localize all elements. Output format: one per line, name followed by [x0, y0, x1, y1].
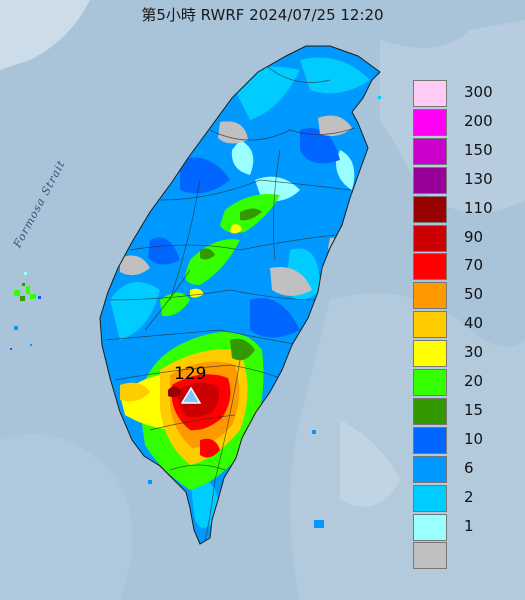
- legend-swatch: [413, 80, 447, 107]
- legend-label: 50: [464, 285, 484, 304]
- legend-swatch: [413, 397, 447, 425]
- legend-label: 10: [464, 429, 484, 448]
- legend-row: 50: [413, 282, 523, 310]
- legend-swatch: [413, 484, 447, 512]
- legend-swatch: [413, 224, 447, 252]
- legend-swatch: [413, 282, 447, 310]
- legend-row: [413, 542, 523, 570]
- legend-row: 40: [413, 311, 523, 339]
- legend-swatch: [413, 542, 447, 570]
- legend-label: 2: [464, 487, 474, 506]
- legend-row: 300: [413, 80, 523, 107]
- legend-label: 15: [464, 400, 484, 419]
- legend-label: 20: [464, 372, 484, 390]
- legend-label: 300: [464, 83, 493, 101]
- legend-swatch: [413, 455, 447, 483]
- legend-label: 1: [464, 516, 474, 535]
- legend-swatch: [413, 195, 447, 223]
- legend-swatch: [413, 369, 447, 396]
- legend-swatch: [413, 253, 447, 281]
- legend-swatch: [413, 513, 447, 541]
- legend-label: 40: [464, 314, 484, 333]
- legend-row: 20: [413, 369, 523, 396]
- legend-swatch: [413, 340, 447, 368]
- legend-label: 150: [464, 140, 493, 159]
- peak-rainfall-value: 129: [174, 364, 207, 384]
- legend-row: 150: [413, 137, 523, 165]
- map-title: 第5小時 RWRF 2024/07/25 12:20: [141, 6, 384, 24]
- legend-row: 130: [413, 166, 523, 194]
- legend-row: 6: [413, 455, 523, 483]
- legend-swatch: [413, 426, 447, 454]
- legend-row: 15: [413, 397, 523, 425]
- peak-triangle-icon: [181, 387, 201, 404]
- legend-label: 70: [464, 256, 484, 275]
- legend-swatch: [413, 166, 447, 194]
- legend-label: 130: [464, 169, 493, 188]
- legend-swatch: [413, 311, 447, 339]
- legend-label: 200: [464, 111, 493, 130]
- legend-row: 10: [413, 426, 523, 454]
- legend-label: 6: [464, 458, 474, 477]
- legend-row: 110: [413, 195, 523, 223]
- legend-row: 1: [413, 513, 523, 541]
- legend-row: 200: [413, 108, 523, 136]
- legend-row: 90: [413, 224, 523, 252]
- legend-label: 110: [464, 198, 493, 217]
- legend-swatch: [413, 137, 447, 165]
- legend-label: 90: [464, 227, 484, 246]
- legend-swatch: [413, 108, 447, 136]
- penghu-islands: [10, 272, 41, 350]
- legend-label: 30: [464, 343, 484, 362]
- legend-row: 30: [413, 340, 523, 368]
- legend-row: 70: [413, 253, 523, 281]
- legend-row: 2: [413, 484, 523, 512]
- rainfall-legend: 300 200 150 130 110 90 70 50 40 30 20 15 10 6 2 1: [413, 80, 523, 572]
